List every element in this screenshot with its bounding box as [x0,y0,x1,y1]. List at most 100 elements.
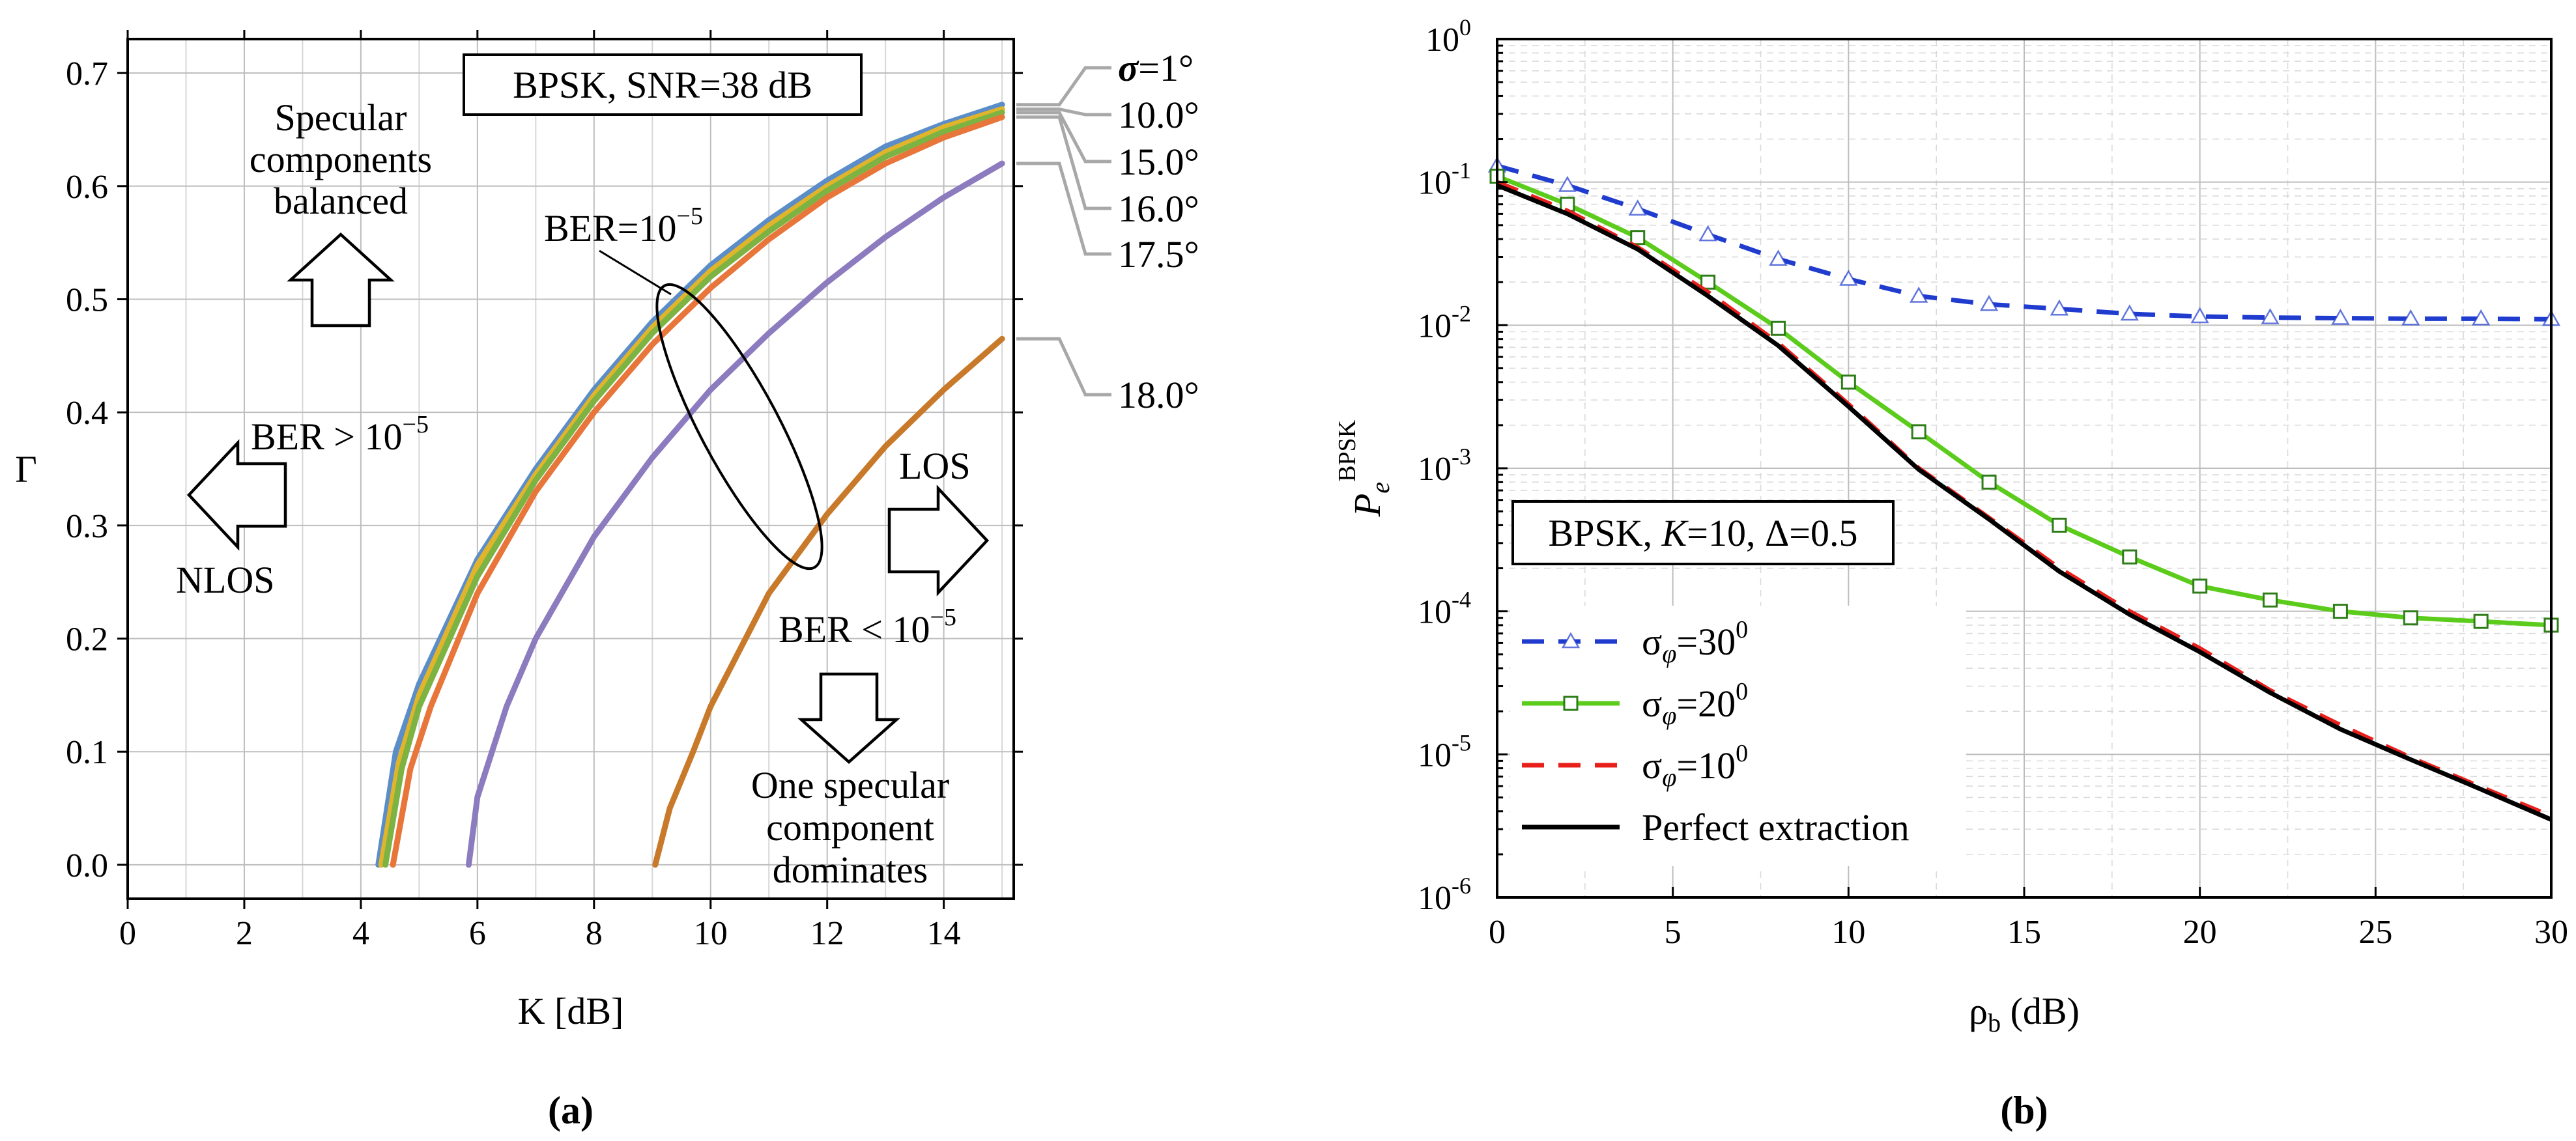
a-sigma-leader [1016,115,1111,210]
b-marker-triangle [1769,249,1788,266]
svg-text:PeBPSK: PeBPSK [1334,419,1395,517]
b-marker-square [2332,604,2348,619]
b-marker-square [2122,549,2138,565]
panel-a: 0 2 4 6 8 10 12 14 0.0 0.1 0.2 0.3 0.4 0.5 0.6 0.7 BPSK… [15,30,1199,1132]
b-legend-marker-triangle [1561,632,1581,649]
a-sigma-labels: σ=1° 10.0° 15.0° 16.0°17.5° 18.0° [1016,47,1199,416]
b-legend-label-3: Perfect extraction [1642,806,1910,849]
a-up-arrow-icon [287,232,395,328]
a-left-arrow-icon [186,439,287,551]
b-condition-label: BPSK, K=10, Δ=0.5 [1549,512,1858,554]
b-y-tick-label: 10-3 [1418,444,1471,488]
a-y-axis-label: Γ [15,448,37,490]
b-marker-triangle [1979,294,1999,311]
b-marker-square [1630,230,1646,246]
a-y-tick-label: 0.7 [66,55,108,92]
a-x-tick-label: 2 [236,915,253,952]
a-series-line-1 [378,106,1005,868]
b-legend-marker-square [1563,696,1579,711]
a-x-tick-label: 8 [586,915,603,952]
b-legend: σφ=300 σφ=200 σφ=100 Perfect extraction [1522,616,1910,849]
a-gridlines [127,39,1014,899]
b-x-tick-label: 10 [1831,914,1865,951]
b-y-tick-label: 10-2 [1418,300,1471,345]
a-x-tick-label: 14 [927,915,961,952]
b-marker-square [1911,424,1926,440]
a-series-line-4 [465,160,1005,868]
b-marker-triangle [2120,304,2139,321]
a-nlos-label: NLOS [176,559,274,601]
a-los-label: LOS [899,445,971,487]
a-x-tick-label: 0 [119,915,136,952]
a-series-line-2 [382,109,1005,868]
a-x-axis-label: K [dB] [518,990,624,1032]
a-plot-frame [126,38,1015,900]
a-sigma-leader [1016,111,1111,163]
a-sigma-label: 10.0° [1118,94,1199,136]
a-top-region-line2: components [250,138,432,180]
a-sigma-label: 15.0° [1118,141,1199,183]
a-sigma-leader [1016,107,1111,117]
b-series-line-1 [1496,174,2552,628]
b-marker-triangle [2471,309,2491,326]
a-ticks: 0 2 4 6 8 10 12 14 0.0 0.1 0.2 0.3 0.4 0.5 0.6 0.7 [66,30,1023,952]
a-series-group [375,102,1005,868]
b-marker-square [1700,274,1716,290]
a-sigma-label: σ=1° [1118,47,1194,89]
a-sigma-value: =1° [1138,47,1194,89]
b-marker-square [2473,613,2489,629]
b-x-axis-label: ρb (dB) [1969,990,2080,1037]
a-ellipse-label: BER=10−5 [544,203,703,249]
a-x-tick-label: 4 [352,915,369,952]
b-x-tick-label: 5 [1665,914,1682,951]
b-marker-square [2263,592,2278,608]
b-series-line-3 [1496,183,2553,822]
b-marker-triangle [1698,225,1717,242]
a-left-region-label: BER > 10−5 [251,411,429,458]
b-marker-triangle [2401,309,2420,326]
b-legend-label-0: σφ=300 [1642,616,1748,668]
b-legend-label-2: σφ=100 [1642,740,1748,792]
b-y-tick-label: 10-1 [1418,158,1471,202]
a-sigma-symbol: σ [1118,47,1139,89]
a-x-tick-label: 12 [810,915,844,952]
b-series-line-2 [1496,180,2553,819]
b-marker-triangle [1628,199,1647,216]
a-panel-label: (a) [548,1089,594,1132]
a-sigma-label: 17.5° [1118,233,1199,275]
b-marker-square [2403,610,2418,626]
b-panel-label: (b) [2000,1089,2048,1132]
a-sigma-label: 16.0° [1118,188,1199,230]
b-marker-triangle [1839,270,1858,286]
b-marker-triangle [1558,176,1577,192]
b-series-line-0 [1496,163,2552,322]
b-marker-square [2192,578,2208,594]
a-bottom-region-line1: One specular [751,764,949,806]
a-sigma-leader [1016,66,1111,107]
a-y-tick-label: 0.1 [66,734,108,771]
b-marker-square [2052,517,2067,533]
a-right-arrow-icon [887,485,990,597]
a-x-tick-label: 6 [469,915,486,952]
a-x-tick-label: 10 [694,915,728,952]
b-x-tick-label: 20 [2183,914,2217,951]
b-plot-frame [1496,38,2553,899]
a-y-tick-label: 0.4 [66,395,108,432]
b-marker-triangle [2331,309,2350,325]
a-y-tick-label: 0.3 [66,508,108,545]
b-marker-square [1840,374,1856,390]
a-ber-ellipse [655,283,823,570]
a-bottom-region-line2: component [766,806,934,849]
b-y-tick-label: 100 [1425,14,1471,59]
b-legend-box [1510,606,1966,866]
a-ellipse-leader [599,249,672,296]
a-top-region-line1: Specular [275,96,407,139]
b-y-tick-label: 10-4 [1418,587,1471,631]
b-y-axis-label: PeBPSK [1334,419,1395,517]
b-marker-square [1981,474,1997,490]
b-marker-square [1770,320,1786,336]
b-condition-box [1511,500,1895,565]
a-top-region-line3: balanced [274,180,408,222]
b-marker-triangle [1910,286,1928,303]
